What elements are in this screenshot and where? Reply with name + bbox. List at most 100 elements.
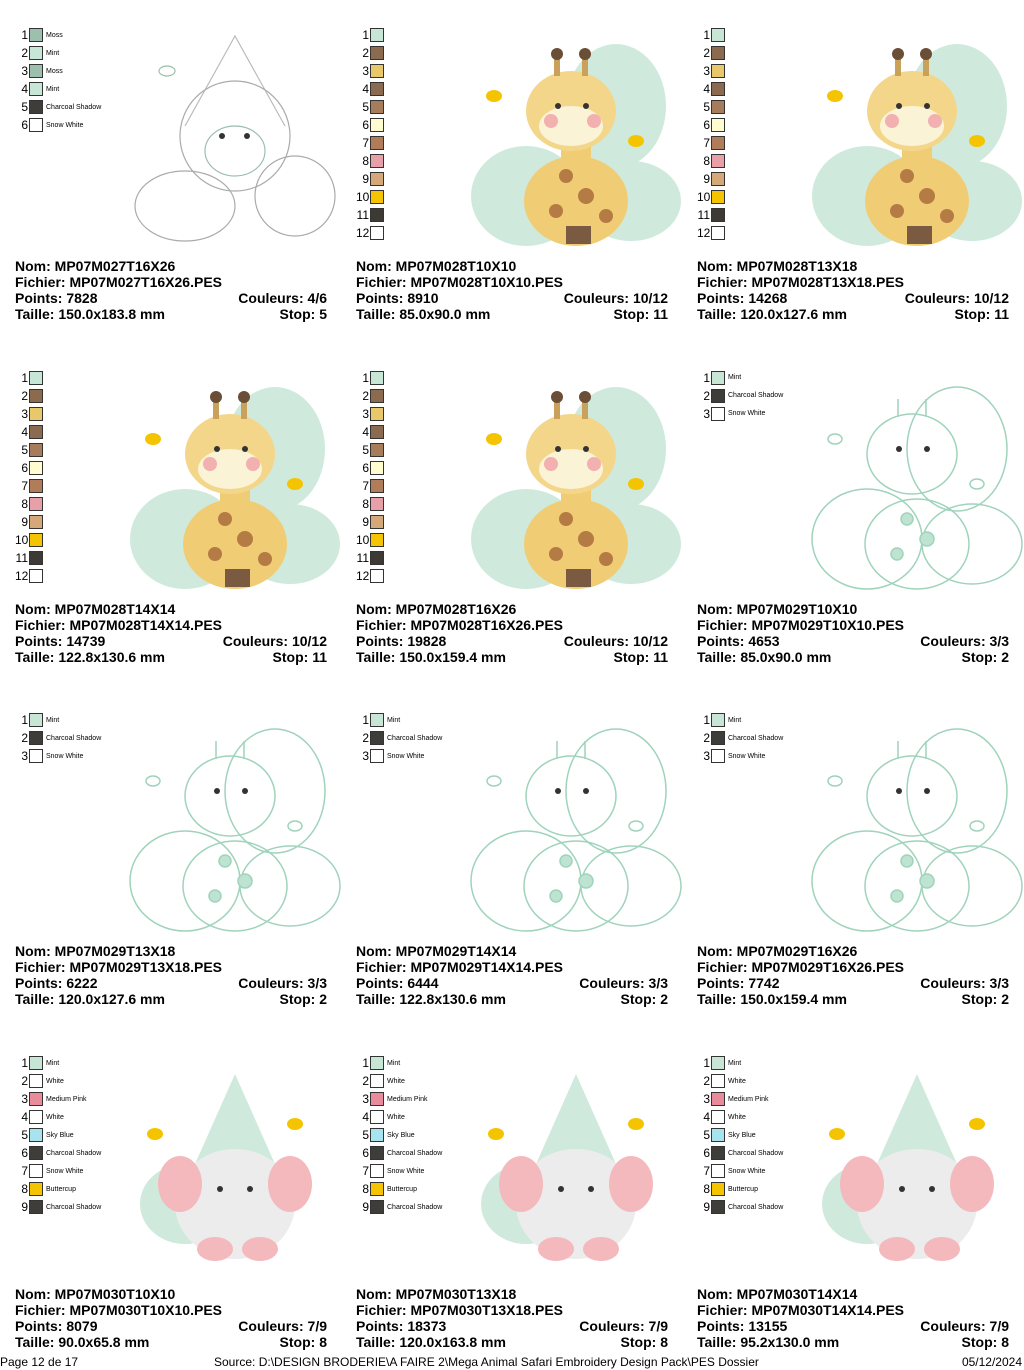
points-value: 8910 [407,290,439,306]
stop-field: Stop: 11 [614,649,668,665]
color-row: 11 [697,206,725,224]
color-swatch [29,1092,43,1107]
points-field: Points: 7742 [697,975,780,991]
color-number: 7 [21,1164,28,1179]
color-swatch [29,442,43,457]
color-number: 9 [362,1200,369,1215]
color-swatch [370,731,384,746]
illustration [287,477,303,490]
taille-label: Taille: [15,991,55,1008]
color-row: 3 [356,405,384,423]
color-number: 7 [362,478,369,493]
color-row: 5 [356,98,384,116]
illustration [158,1156,202,1213]
info-line: Taille: 150.0x159.4 mm Stop: 2 [697,991,1009,1007]
color-number: 2 [21,731,28,746]
color-number: 6 [703,1146,710,1161]
fichier-field: Fichier: MP07M028T13X18.PES [697,274,904,290]
color-swatch [711,1146,725,1161]
taille-value: 120.0x127.6 mm [740,306,847,322]
illustration [208,546,222,561]
couleurs-label: Couleurs: [238,1318,304,1335]
illustration [179,80,291,192]
illustration [923,56,929,76]
fichier-field: Fichier: MP07M029T13X18.PES [15,959,222,975]
taille-label: Taille: [356,991,396,1008]
color-name: Snow White [387,1167,425,1175]
illustration [628,820,644,833]
stop-field: Stop: 11 [273,649,327,665]
color-name: Charcoal Shadow [728,1203,784,1211]
illustration [287,820,303,833]
color-row: 1 Mint [356,1054,442,1072]
illustration [811,830,923,933]
illustration [239,845,341,928]
nom-label: Nom: [697,1286,733,1303]
info-line: Points: 7742 Couleurs: 3/3 [697,975,1009,991]
color-name: Mint [46,49,60,57]
color-number: 9 [703,172,710,186]
nom-field: Nom: MP07M029T13X18 [15,943,175,959]
design-card: 1 Mint 2 White 3 Medium Pink 4 White 5 Sky Blue 6 C… [697,1028,1024,1370]
points-label: Points: [356,975,404,992]
points-label: Points: [15,290,63,306]
color-name: White [387,1077,405,1085]
color-row: 5 Sky Blue [697,1126,783,1144]
illustration [551,48,563,60]
nom-label: Nom: [15,600,51,617]
illustration [811,385,1023,590]
info-line: Nom: MP07M028T13X18 [697,258,1009,274]
illustration [940,209,954,223]
color-number: 2 [21,46,28,60]
nom-label: Nom: [356,600,392,617]
illustration [214,445,220,452]
design-image [125,1054,345,1283]
taille-value: 85.0x90.0 mm [740,648,832,665]
color-swatch [29,568,43,583]
page-number: Page 12 de 17 [0,1355,79,1369]
taille-field: Taille: 150.0x159.4 mm [697,991,847,1007]
color-number: 9 [362,172,369,186]
info-line: Taille: 85.0x90.0 mm Stop: 11 [356,306,668,322]
points-field: Points: 18373 [356,1318,446,1334]
color-swatch [370,406,384,421]
illustration [599,209,613,223]
color-swatch [370,514,384,529]
color-number: 10 [697,190,711,204]
nom-value: MP07M027T16X26 [54,258,176,274]
design-image [807,26,1024,255]
design-info: Nom: MP07M028T14X14 Fichier: MP07M028T14X… [15,601,327,665]
couleurs-label: Couleurs: [222,632,289,649]
color-number: 8 [703,1182,710,1197]
source-path: Source: D:\DESIGN BRODERIE\A FAIRE 2\Meg… [214,1355,759,1369]
couleurs-field: Couleurs: 3/3 [920,633,1009,649]
color-row: 2 [356,44,384,62]
taille-value: 150.0x159.4 mm [740,991,847,1008]
color-swatch [29,46,43,60]
couleurs-field: Couleurs: 10/12 [223,633,327,649]
fichier-label: Fichier: [15,959,66,976]
points-field: Points: 7828 [15,290,98,306]
illustration [217,1186,223,1193]
points-field: Points: 8079 [15,1318,98,1334]
color-list: 1 Mint 2 Charcoal Shadow 3 Snow White [356,711,442,765]
stop-field: Stop: 11 [955,306,1009,322]
illustration [147,1128,163,1141]
points-value: 6444 [407,975,439,992]
design-info: Nom: MP07M030T13X18 Fichier: MP07M030T13X… [356,1286,668,1350]
illustration [582,398,588,419]
color-name: White [46,1077,64,1085]
color-row: 6 [356,459,384,477]
stop-field: Stop: 5 [280,306,327,322]
points-field: Points: 14268 [697,290,787,306]
illustration [919,873,935,890]
color-row: 3 Snow White [356,747,442,765]
design-image [466,711,686,940]
color-number: 5 [362,100,369,114]
illustration [897,398,927,417]
color-number: 2 [703,46,710,60]
fichier-label: Fichier: [356,616,407,633]
color-swatch [711,82,725,96]
color-swatch [711,1110,725,1125]
color-row: 12 [356,224,384,242]
